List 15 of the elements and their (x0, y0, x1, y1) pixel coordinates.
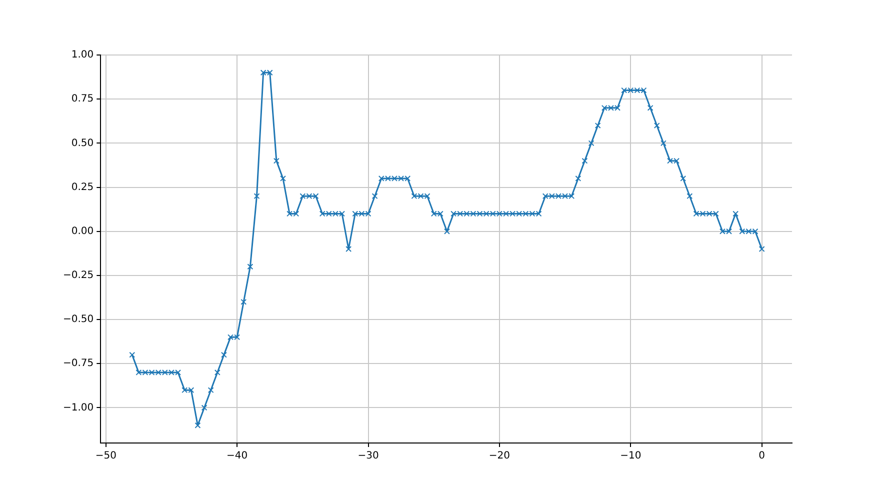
x-tick-label: 0 (758, 450, 766, 462)
y-tick-label: −1.00 (62, 402, 94, 414)
y-tick-label: −0.75 (62, 358, 94, 370)
y-tick-label: −0.25 (62, 270, 94, 282)
x-tick-label: −30 (358, 450, 379, 462)
y-tick-label: 0.75 (71, 94, 94, 105)
x-tick-label: −10 (620, 450, 642, 462)
y-tick-label: 0.50 (71, 138, 94, 149)
y-tick-label: −0.50 (62, 314, 94, 326)
x-tick-label: −40 (226, 450, 248, 462)
y-tick-label: 0.25 (71, 182, 94, 193)
y-tick-label: 1.00 (71, 50, 94, 61)
x-tick-label: −50 (95, 450, 116, 462)
y-tick-label: 0.00 (71, 226, 94, 237)
x-tick-label: −20 (488, 450, 510, 462)
